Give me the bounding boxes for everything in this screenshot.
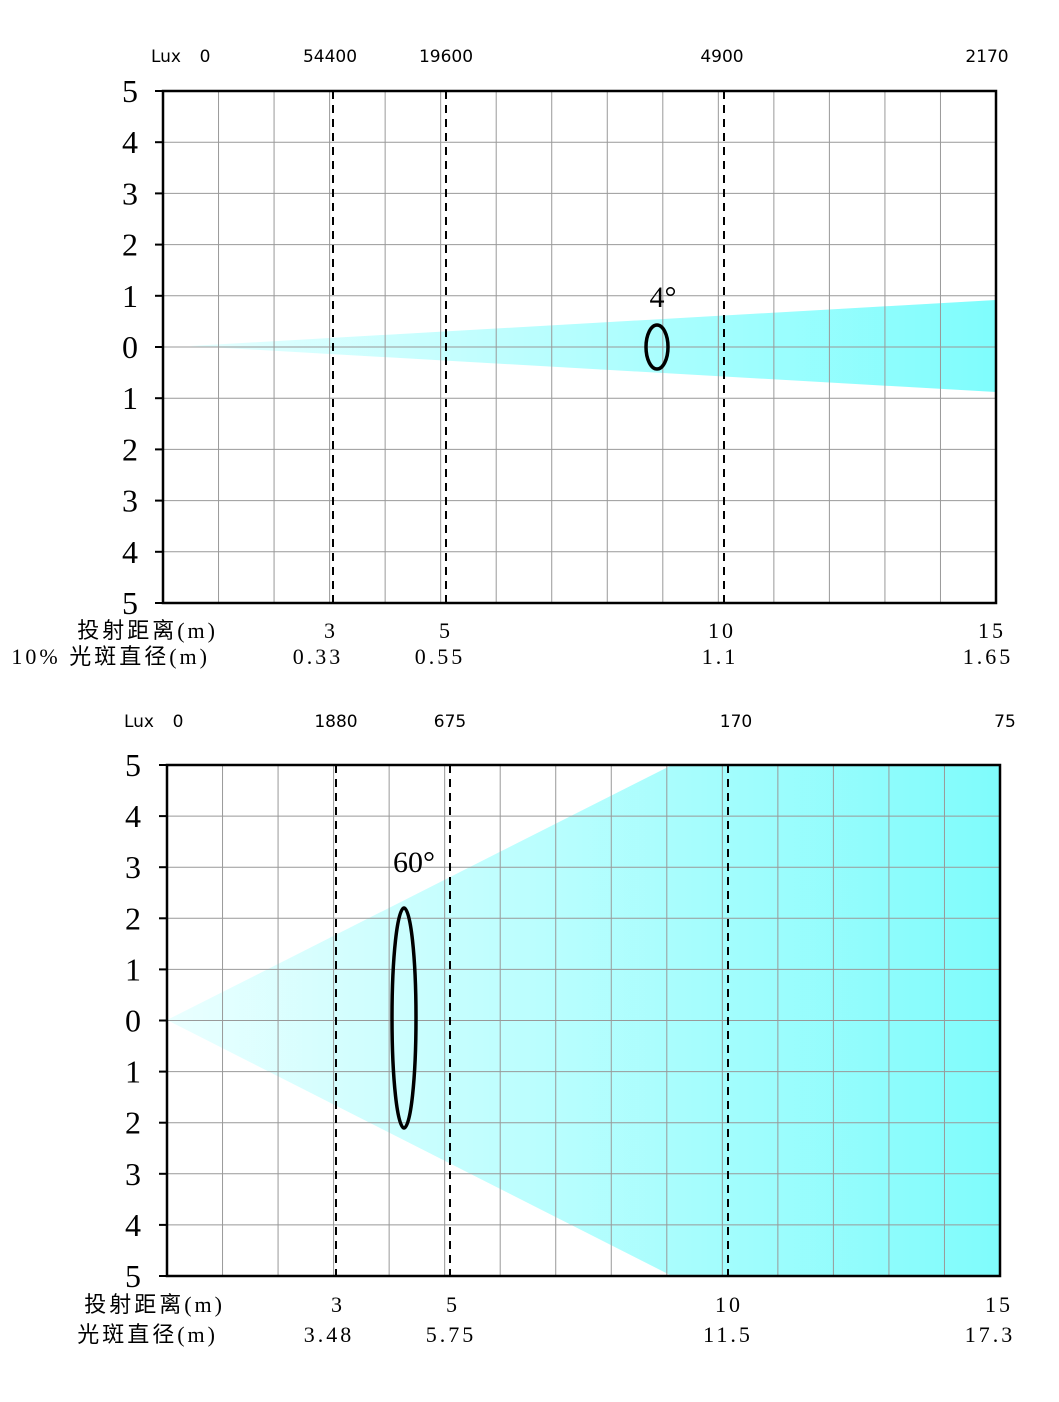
- row-value: 3: [324, 618, 338, 643]
- y-label: 4: [125, 1207, 141, 1243]
- row-value: 3.48: [304, 1322, 355, 1347]
- y-label: 5: [125, 1258, 141, 1294]
- row-label: 投射距离(m): [77, 618, 218, 643]
- row-value: 10: [715, 1292, 743, 1317]
- lux-value: 54400: [303, 47, 357, 67]
- lux-value: 170: [720, 712, 752, 732]
- y-label: 1: [122, 278, 138, 314]
- row-value: 5: [439, 618, 453, 643]
- beam-angle: 60°: [393, 846, 435, 879]
- row-value: 10: [708, 618, 736, 643]
- y-label: 5: [122, 73, 138, 109]
- y-label: 5: [125, 747, 141, 783]
- beam-angle: 4°: [650, 281, 677, 314]
- y-label: 1: [125, 1054, 141, 1090]
- lux-value: 675: [434, 712, 466, 732]
- lux-value: 19600: [419, 47, 473, 67]
- row-value: 11.5: [703, 1322, 753, 1347]
- lux-value: 2170: [965, 47, 1008, 67]
- row-label: 投射距离(m): [84, 1292, 225, 1317]
- y-label: 3: [122, 483, 138, 519]
- lux-label: Lux: [124, 712, 154, 732]
- lux-label: Lux: [151, 47, 181, 67]
- y-label: 1: [122, 380, 138, 416]
- row-value: 15: [978, 618, 1006, 643]
- y-label: 0: [125, 1003, 141, 1039]
- y-label: 3: [125, 1156, 141, 1192]
- y-label: 2: [122, 431, 138, 467]
- beam-panel: 4°Lux 0 54400 19600 4900 217054321012345投射距离(…: [11, 47, 1014, 669]
- y-label: 4: [125, 798, 141, 834]
- row-value: 5.75: [426, 1322, 477, 1347]
- y-label: 2: [125, 1105, 141, 1141]
- beam-area: [190, 300, 996, 392]
- row-label: 10% 光斑直径(m): [11, 644, 210, 669]
- row-value: 1.65: [963, 644, 1014, 669]
- row-value: 5: [446, 1292, 460, 1317]
- row-label: 光斑直径(m): [77, 1322, 218, 1347]
- y-label: 3: [122, 175, 138, 211]
- y-label: 2: [122, 227, 138, 263]
- y-label: 1: [125, 951, 141, 987]
- lux-value: 4900: [700, 47, 743, 67]
- row-value: 0.55: [415, 644, 466, 669]
- y-label: 2: [125, 900, 141, 936]
- y-label: 5: [122, 585, 138, 621]
- y-label: 3: [125, 849, 141, 885]
- row-value: 0.33: [293, 644, 344, 669]
- row-value: 1.1: [702, 644, 739, 669]
- lux-value: 75: [994, 712, 1016, 732]
- lux-value: 0: [173, 712, 184, 732]
- y-label: 4: [122, 534, 138, 570]
- row-value: 3: [331, 1292, 345, 1317]
- row-value: 17.3: [965, 1322, 1016, 1347]
- lux-value: 0: [200, 47, 211, 67]
- y-label: 0: [122, 329, 138, 365]
- y-label: 4: [122, 124, 138, 160]
- lux-value: 1880: [314, 712, 357, 732]
- beam-angle-marker: [390, 906, 418, 1130]
- row-value: 15: [985, 1292, 1013, 1317]
- beam-angle-marker: [644, 323, 670, 371]
